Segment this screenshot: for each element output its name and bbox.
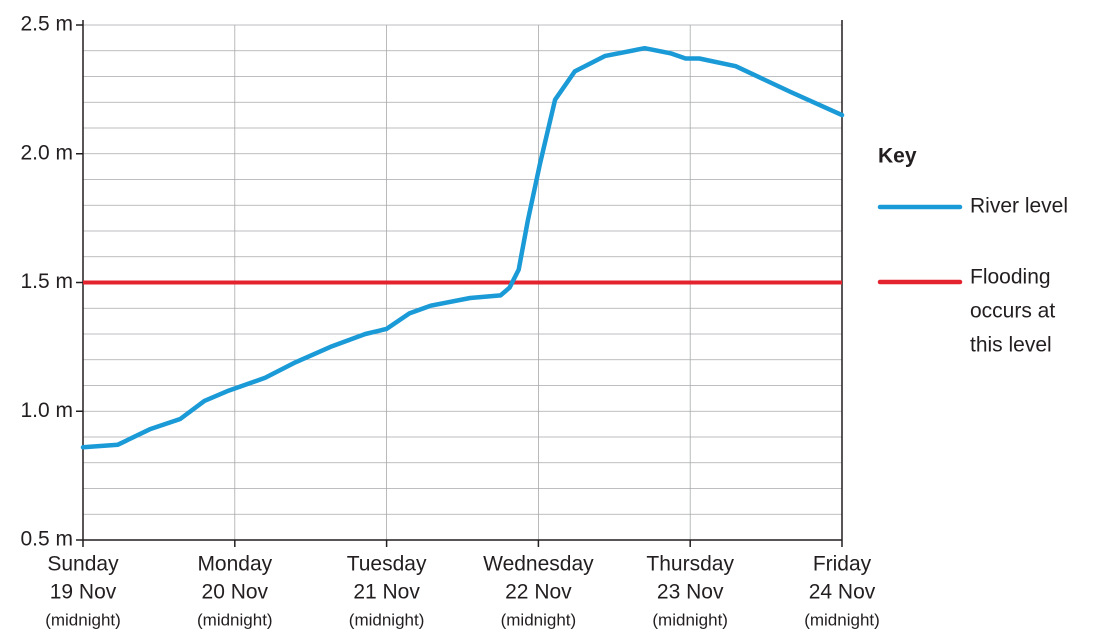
- x-tick-label: 22 Nov: [505, 581, 572, 604]
- x-tick-label: 19 Nov: [50, 581, 117, 604]
- x-tick-label: (midnight): [501, 610, 577, 629]
- y-tick-label: 2.0 m: [20, 141, 73, 164]
- y-tick-label: 0.5 m: [20, 528, 73, 551]
- river-line: [80, 45, 845, 450]
- x-tick-label: Thursday: [646, 553, 734, 576]
- y-tick-label: 2.5 m: [20, 13, 73, 36]
- x-tick-label: (midnight): [45, 610, 121, 629]
- x-tick-label: Friday: [813, 553, 872, 576]
- x-tick-label: Tuesday: [347, 553, 427, 576]
- x-tick-label: (midnight): [349, 610, 425, 629]
- x-tick-label: Wednesday: [483, 553, 594, 576]
- x-tick-label: 24 Nov: [809, 581, 876, 604]
- x-tick-label: (midnight): [804, 610, 880, 629]
- x-tick-label: Monday: [197, 553, 272, 576]
- legend-label: occurs at: [970, 300, 1055, 323]
- x-tick-label: 21 Nov: [353, 581, 420, 604]
- x-tick-label: 20 Nov: [202, 581, 269, 604]
- x-tick-label: 23 Nov: [657, 581, 724, 604]
- x-tick-label: (midnight): [652, 610, 728, 629]
- legend-title: Key: [878, 145, 917, 168]
- legend-label: Flooding: [970, 266, 1051, 289]
- x-tick-label: Sunday: [47, 553, 119, 576]
- y-tick-label: 1.5 m: [20, 270, 73, 293]
- x-tick-label: (midnight): [197, 610, 273, 629]
- legend-label: this level: [970, 334, 1052, 357]
- y-tick-label: 1.0 m: [20, 399, 73, 422]
- legend-label: River level: [970, 195, 1068, 218]
